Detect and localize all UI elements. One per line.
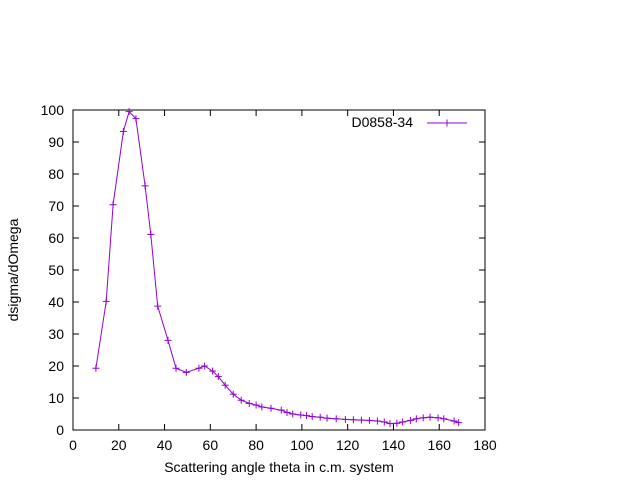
data-point — [434, 414, 442, 422]
data-point — [407, 416, 415, 424]
data-point — [221, 381, 229, 389]
x-tick-label: 40 — [157, 437, 173, 453]
data-point — [297, 411, 305, 419]
y-axis-title: dsigma/dOmega — [5, 218, 21, 321]
y-tick-label: 60 — [48, 230, 64, 246]
ticks-layer — [72, 109, 486, 431]
data-point — [302, 412, 310, 420]
data-point — [450, 417, 458, 425]
data-point — [237, 396, 245, 404]
x-axis-title: Scattering angle theta in c.m. system — [164, 459, 394, 475]
data-point — [380, 418, 388, 426]
data-point — [201, 362, 209, 370]
data-point — [308, 413, 316, 421]
y-tick-label: 100 — [41, 102, 65, 118]
data-point — [365, 416, 373, 424]
data-point — [399, 418, 407, 426]
y-tick-label: 80 — [48, 166, 64, 182]
data-point — [412, 415, 420, 423]
data-point — [209, 367, 217, 375]
legend-label: D0858-34 — [352, 114, 414, 130]
data-point — [341, 415, 349, 423]
x-tick-label: 80 — [248, 437, 264, 453]
data-point — [419, 414, 427, 422]
data-point — [252, 401, 260, 409]
y-tick-label: 0 — [56, 422, 64, 438]
data-point — [283, 408, 291, 416]
data-point — [440, 415, 448, 423]
data-point — [316, 413, 324, 421]
y-tick-labels: 0 10 20 30 40 50 60 70 80 90 100 — [41, 102, 65, 438]
x-tick-label: 120 — [336, 437, 360, 453]
data-point — [393, 419, 401, 427]
x-tick-label: 20 — [111, 437, 127, 453]
y-tick-label: 50 — [48, 262, 64, 278]
data-point — [386, 420, 394, 428]
data-point — [426, 413, 434, 421]
x-tick-label: 160 — [428, 437, 452, 453]
data-point — [323, 414, 331, 422]
y-tick-label: 70 — [48, 198, 64, 214]
legend-marker — [443, 119, 451, 127]
y-tick-label: 10 — [48, 390, 64, 406]
series-layer — [92, 108, 463, 428]
data-point — [195, 364, 203, 372]
data-point — [455, 419, 463, 427]
y-tick-label: 30 — [48, 326, 64, 342]
data-point — [119, 127, 127, 135]
legend: D0858-34 — [352, 114, 467, 130]
data-point — [258, 403, 266, 411]
data-point — [332, 415, 340, 423]
data-point — [125, 108, 133, 116]
data-point — [267, 404, 275, 412]
data-point — [164, 336, 172, 344]
y-tick-label: 40 — [48, 294, 64, 310]
data-point — [132, 115, 140, 123]
plot-frame — [72, 109, 486, 431]
data-point — [182, 368, 190, 376]
data-point — [289, 410, 297, 418]
x-tick-labels: 0 20 40 60 80 100 120 140 160 180 — [69, 437, 497, 453]
data-point — [229, 390, 237, 398]
data-point — [373, 417, 381, 425]
data-point — [357, 416, 365, 424]
y-tick-label: 90 — [48, 134, 64, 150]
data-point — [102, 297, 110, 305]
x-tick-label: 60 — [203, 437, 219, 453]
data-point — [277, 406, 285, 414]
y-tick-label: 20 — [48, 358, 64, 374]
data-point — [154, 302, 162, 310]
data-point — [214, 373, 222, 381]
x-tick-label: 180 — [473, 437, 497, 453]
data-point — [147, 230, 155, 238]
x-tick-label: 100 — [290, 437, 314, 453]
data-point — [172, 364, 180, 372]
data-point — [92, 364, 100, 372]
data-point — [141, 182, 149, 190]
x-tick-label: 0 — [69, 437, 77, 453]
data-point — [109, 201, 117, 209]
data-point — [349, 416, 357, 424]
x-tick-label: 140 — [382, 437, 406, 453]
data-point — [245, 399, 253, 407]
